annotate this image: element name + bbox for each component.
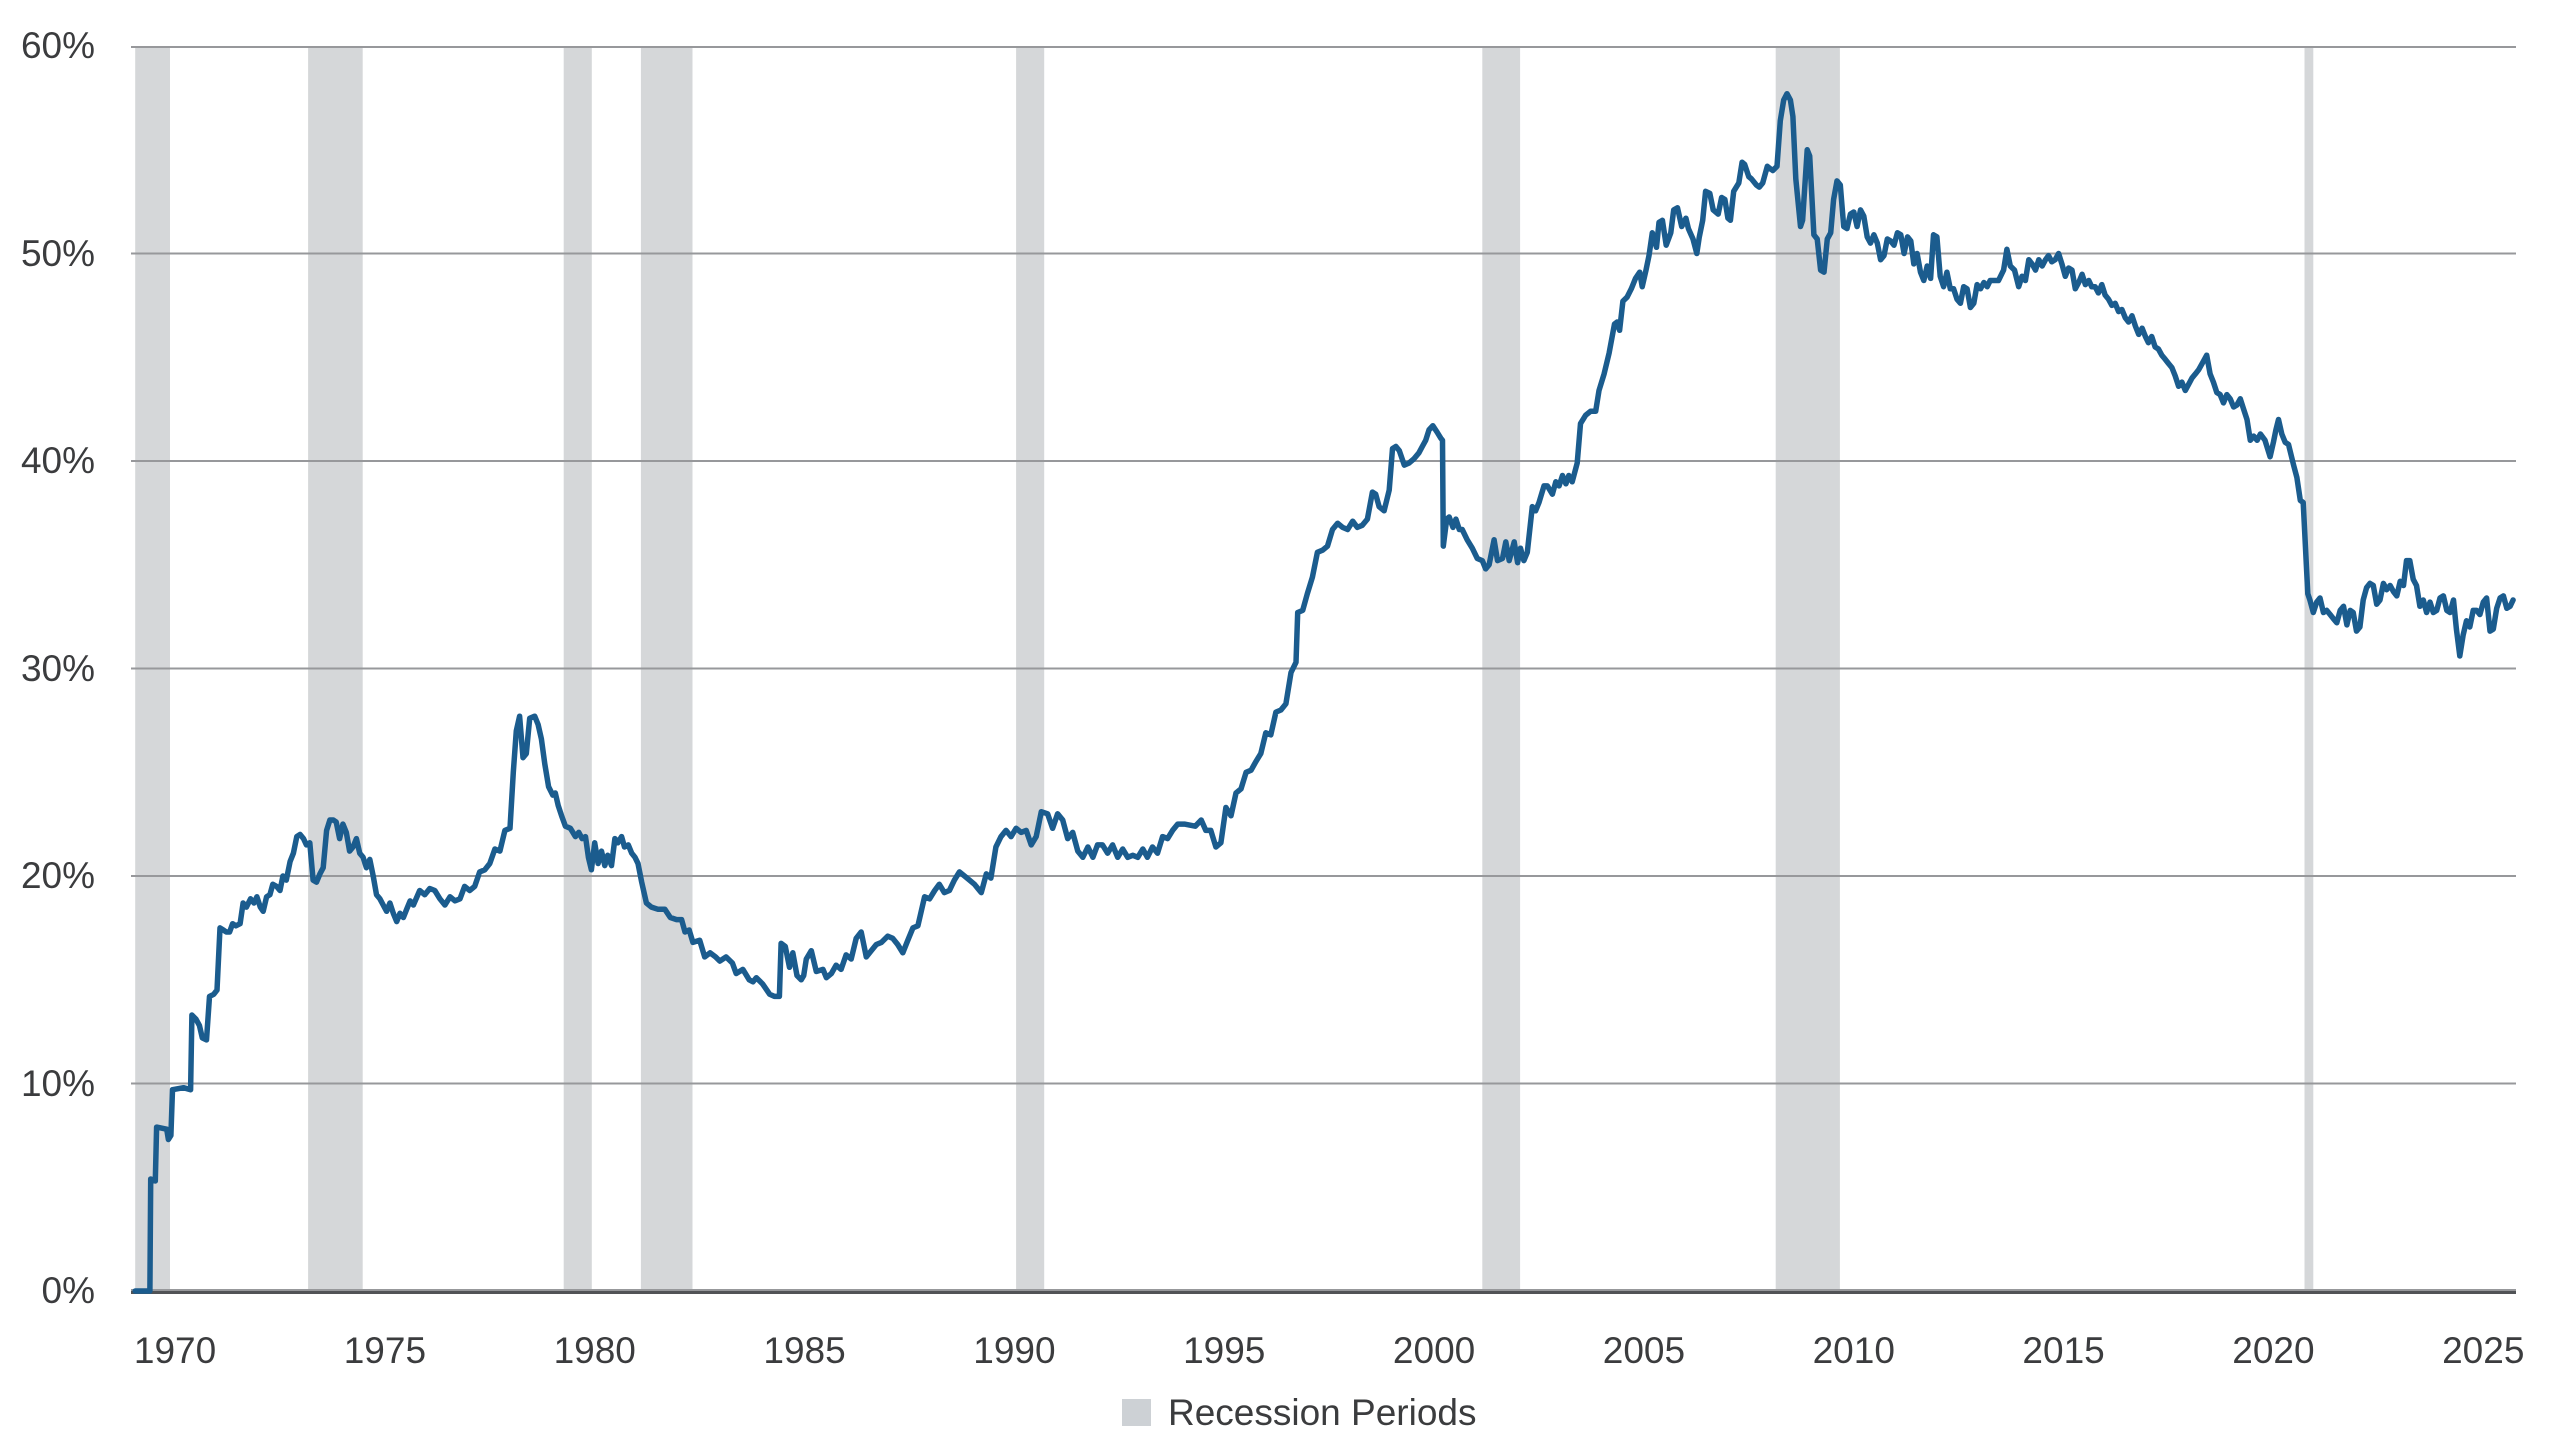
- x-tick-label: 2020: [2232, 1330, 2315, 1371]
- x-tick-label: 1995: [1183, 1330, 1266, 1371]
- x-tick-label: 1990: [973, 1330, 1056, 1371]
- y-tick-label: 60%: [20, 25, 95, 66]
- y-tick-label: 50%: [20, 232, 95, 274]
- y-tick-label: 40%: [20, 440, 95, 481]
- x-tick-label: 2010: [1812, 1330, 1895, 1371]
- chart-plot-area: [131, 46, 2516, 1294]
- legend-label: Recession Periods: [1168, 1392, 1477, 1433]
- x-tick-label: 2005: [1602, 1330, 1686, 1371]
- x-tick-label: 1975: [343, 1330, 427, 1371]
- y-tick-label: 30%: [20, 647, 95, 689]
- x-tick-label: 2025: [2442, 1330, 2525, 1371]
- x-tick-label: 1970: [133, 1330, 217, 1371]
- y-tick-label: 10%: [20, 1062, 95, 1104]
- recession-swatch-icon: [1122, 1399, 1151, 1426]
- x-tick-label: 2000: [1392, 1330, 1476, 1371]
- x-tick-label: 2015: [2022, 1330, 2105, 1371]
- y-tick-label: 20%: [20, 855, 95, 896]
- y-tick-label: 0%: [41, 1270, 95, 1311]
- line-chart-svg: [131, 46, 2516, 1294]
- x-tick-label: 1985: [763, 1330, 846, 1371]
- series-line: [132, 90, 2516, 1294]
- x-tick-label: 1980: [553, 1330, 636, 1371]
- legend: Recession Periods: [1122, 1394, 1476, 1431]
